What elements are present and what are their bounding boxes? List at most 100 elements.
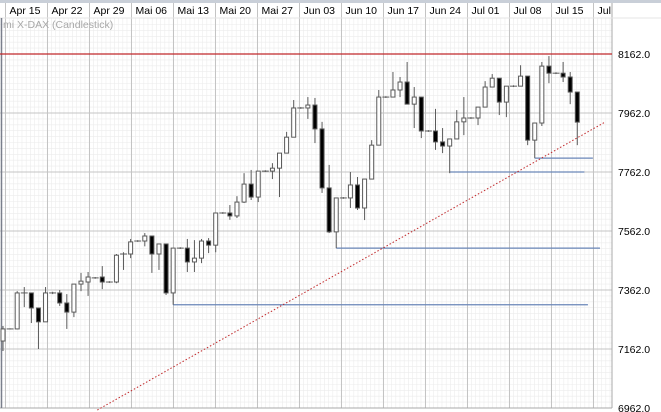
candle xyxy=(255,170,261,203)
candle xyxy=(277,152,283,198)
candle xyxy=(128,238,134,259)
candle xyxy=(206,238,212,254)
candle-body xyxy=(35,307,41,323)
candle xyxy=(312,97,318,144)
candle-body xyxy=(99,276,105,283)
candle-body xyxy=(85,276,91,283)
candle-body xyxy=(362,178,368,209)
candle xyxy=(347,171,353,208)
candle xyxy=(440,128,446,154)
top-border xyxy=(0,0,661,3)
candle-body xyxy=(149,235,155,255)
candle xyxy=(120,252,128,270)
x-tick-label: Jun 24 xyxy=(430,5,462,17)
candle-body xyxy=(113,254,119,283)
x-tick-label: Jul 15 xyxy=(556,5,584,17)
candle xyxy=(560,61,566,83)
candle-body xyxy=(418,96,424,132)
candle xyxy=(447,138,453,174)
candle xyxy=(418,96,424,139)
candle xyxy=(176,247,184,249)
candle-body xyxy=(319,128,325,189)
candle xyxy=(525,75,531,146)
x-tick-label: Mai 06 xyxy=(136,5,168,17)
x-tick-label: Apr 22 xyxy=(52,5,83,17)
x-tick-label: Jul 01 xyxy=(472,5,500,17)
x-tick-label: Apr 29 xyxy=(94,5,125,17)
candle xyxy=(134,240,142,242)
candle xyxy=(574,91,580,146)
candle-body xyxy=(170,247,176,294)
candle xyxy=(326,164,332,234)
x-tick-label: Mai 20 xyxy=(220,5,252,17)
candle xyxy=(369,140,375,180)
candle xyxy=(261,170,269,172)
candle-body xyxy=(454,121,460,140)
candle-body xyxy=(0,328,6,342)
candle xyxy=(467,117,475,119)
candle-body xyxy=(269,167,275,172)
candle-body xyxy=(546,65,552,74)
candle-body xyxy=(28,292,34,309)
candle-body xyxy=(447,138,453,147)
y-tick-label: 7162.0 xyxy=(618,344,650,356)
candle-body xyxy=(489,77,495,88)
candle xyxy=(397,77,403,98)
x-tick-label: Mai 13 xyxy=(178,5,210,17)
candle xyxy=(454,110,460,140)
candle xyxy=(241,173,247,203)
candle xyxy=(163,243,169,296)
candle xyxy=(489,74,495,88)
candle-body xyxy=(163,243,169,294)
candle xyxy=(362,178,368,221)
candle-body xyxy=(376,96,382,146)
candle xyxy=(28,292,34,324)
candle-body xyxy=(227,212,233,217)
candle xyxy=(64,294,70,329)
x-tick-label: Apr 15 xyxy=(10,5,41,17)
candle xyxy=(539,61,545,126)
x-tick-label: Jun 03 xyxy=(304,5,336,17)
candle xyxy=(49,291,57,295)
candle xyxy=(43,287,49,323)
candle-body xyxy=(14,292,20,330)
candle-body xyxy=(333,197,339,233)
y-tick-label: 6962.0 xyxy=(618,403,650,412)
candle xyxy=(297,107,305,109)
candle xyxy=(199,238,205,264)
candle xyxy=(6,328,14,330)
candle xyxy=(91,277,99,279)
candle xyxy=(496,77,502,116)
candle-body xyxy=(326,187,332,233)
candle xyxy=(113,254,119,284)
candle xyxy=(227,205,233,220)
candle xyxy=(503,85,509,118)
candle-body xyxy=(482,86,488,108)
candle xyxy=(219,212,227,214)
candle xyxy=(532,122,538,159)
candle xyxy=(509,85,517,88)
y-tick-label: 7962.0 xyxy=(618,108,650,120)
candle xyxy=(105,281,113,283)
candle-body xyxy=(142,235,148,242)
candle xyxy=(382,96,390,98)
x-tick-label: Jun 17 xyxy=(388,5,420,17)
candle-body xyxy=(539,65,545,124)
trend-line xyxy=(97,121,606,411)
candle xyxy=(546,56,552,84)
candle xyxy=(291,100,297,138)
candle-body xyxy=(57,292,63,304)
candle-body xyxy=(305,104,311,109)
candle xyxy=(149,235,155,273)
candle xyxy=(482,81,488,108)
candle-body xyxy=(475,106,481,119)
candle xyxy=(85,271,91,296)
candle xyxy=(390,71,396,98)
candle-body xyxy=(567,76,573,93)
candle xyxy=(99,266,105,290)
candle xyxy=(461,97,467,136)
candle xyxy=(567,71,573,105)
y-tick-label: 7562.0 xyxy=(618,226,650,238)
y-tick-label: 7762.0 xyxy=(618,167,650,179)
